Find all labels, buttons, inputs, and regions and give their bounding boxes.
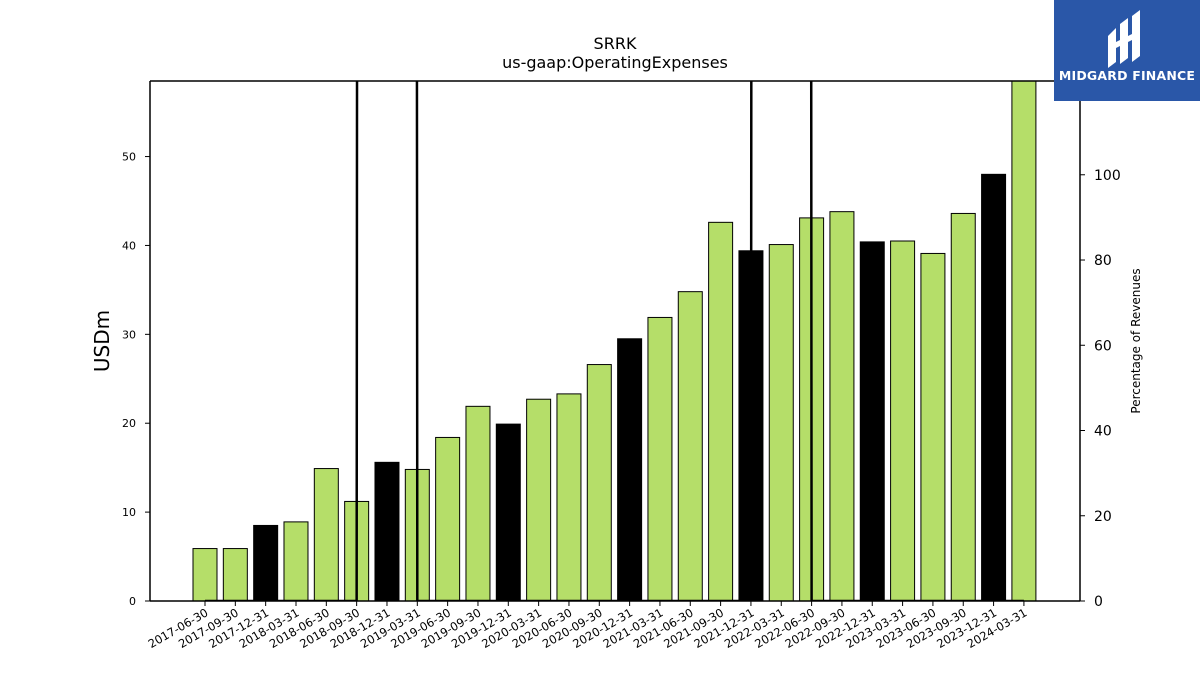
y-tick-label-right: 100 xyxy=(1094,168,1121,184)
bar-2019-06-30 xyxy=(435,436,461,602)
bar-2023-09-30 xyxy=(950,212,976,602)
bar-2024-03-31 xyxy=(1011,80,1037,602)
bar-2020-06-30 xyxy=(556,393,582,602)
chart-title: SRRK xyxy=(594,34,637,53)
y-tick-label-right: 60 xyxy=(1094,338,1112,354)
chart-subtitle: us-gaap:OperatingExpenses xyxy=(502,53,728,72)
bar-2022-09-30 xyxy=(829,211,855,602)
y-tick-label-right: 20 xyxy=(1094,509,1112,525)
bar-2017-12-31 xyxy=(253,524,279,602)
bar-2022-12-31 xyxy=(859,241,885,602)
bar-2021-03-31 xyxy=(647,316,673,602)
y-tick-label-left: 50 xyxy=(122,151,136,164)
y-axis-label-right: Percentage of Revenues xyxy=(1129,268,1143,413)
bar-2023-06-30 xyxy=(920,252,946,602)
y-tick-label-left: 20 xyxy=(122,417,136,430)
bar-2022-03-31 xyxy=(768,244,794,602)
bar-2020-12-31 xyxy=(617,338,643,602)
y-axis-label-left: USDm xyxy=(90,310,114,372)
bars-layer xyxy=(192,80,1037,602)
y-tick-label-right: 80 xyxy=(1094,253,1112,269)
bar-2019-12-31 xyxy=(495,423,521,602)
bar-2017-06-30 xyxy=(192,548,218,602)
brand-name: MIDGARD FINANCE xyxy=(1058,68,1196,83)
y-tick-label-right: 0 xyxy=(1094,594,1103,610)
brand-logo: MIDGARD FINANCE xyxy=(1054,0,1200,101)
y-tick-label-left: 40 xyxy=(122,239,136,252)
y-tick-label-right: 40 xyxy=(1094,424,1112,440)
bar-2017-09-30 xyxy=(222,548,248,602)
bar-2023-12-31 xyxy=(981,173,1007,602)
y-tick-label-left: 10 xyxy=(122,506,136,519)
bar-2020-09-30 xyxy=(586,364,612,602)
y-tick-label-left: 30 xyxy=(122,328,136,341)
bar-2018-03-31 xyxy=(283,521,309,602)
bar-2018-06-30 xyxy=(313,468,339,602)
bar-2018-12-31 xyxy=(374,461,400,602)
y-tick-label-left: 0 xyxy=(129,595,136,608)
bar-2023-03-31 xyxy=(890,240,916,602)
midgard-logo-icon xyxy=(1108,10,1140,68)
bar-2021-09-30 xyxy=(708,221,734,602)
bar-2020-03-31 xyxy=(526,398,552,602)
bar-2021-06-30 xyxy=(677,291,703,602)
bar-2019-09-30 xyxy=(465,405,491,602)
